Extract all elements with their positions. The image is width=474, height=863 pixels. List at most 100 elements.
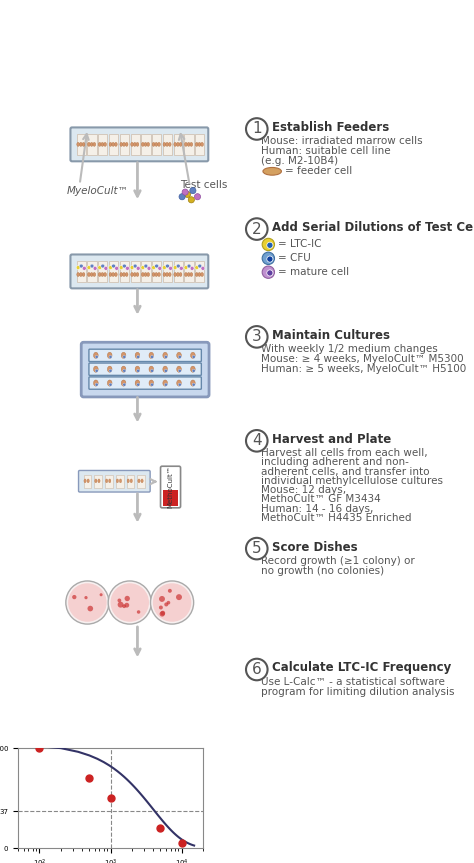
Bar	[130, 261, 140, 282]
Ellipse shape	[127, 479, 129, 482]
Text: (e.g. M2-10B4): (e.g. M2-10B4)	[261, 156, 338, 167]
Circle shape	[176, 264, 180, 268]
Ellipse shape	[109, 142, 112, 147]
Circle shape	[267, 256, 273, 262]
Ellipse shape	[141, 142, 144, 147]
Circle shape	[101, 264, 105, 268]
Ellipse shape	[191, 366, 195, 372]
Circle shape	[190, 267, 194, 270]
Ellipse shape	[138, 479, 140, 482]
Circle shape	[147, 267, 151, 270]
Circle shape	[109, 356, 112, 358]
Circle shape	[262, 252, 274, 264]
Ellipse shape	[176, 273, 179, 276]
Ellipse shape	[158, 142, 160, 147]
Circle shape	[159, 596, 165, 602]
Ellipse shape	[77, 142, 80, 147]
Ellipse shape	[93, 352, 98, 358]
Ellipse shape	[116, 479, 118, 482]
Circle shape	[184, 192, 191, 198]
Circle shape	[82, 267, 86, 270]
Text: Human: 14 - 16 days,: Human: 14 - 16 days,	[261, 504, 373, 513]
Text: adherent cells, and transfer into: adherent cells, and transfer into	[261, 467, 429, 476]
Text: MyeloCult™: MyeloCult™	[66, 186, 128, 196]
Circle shape	[155, 264, 159, 268]
Ellipse shape	[152, 273, 155, 276]
Ellipse shape	[136, 142, 139, 147]
FancyBboxPatch shape	[71, 255, 208, 288]
Ellipse shape	[99, 273, 101, 276]
Ellipse shape	[123, 273, 125, 276]
Ellipse shape	[93, 380, 98, 386]
Ellipse shape	[163, 352, 167, 358]
Circle shape	[122, 604, 126, 608]
Circle shape	[262, 238, 274, 250]
Ellipse shape	[174, 142, 176, 147]
Ellipse shape	[149, 380, 154, 386]
Circle shape	[160, 611, 165, 616]
Ellipse shape	[115, 142, 117, 147]
Circle shape	[246, 218, 267, 240]
Text: Human: ≥ 5 weeks, MyeloCult™ H5100: Human: ≥ 5 weeks, MyeloCult™ H5100	[261, 364, 466, 375]
Circle shape	[93, 267, 97, 270]
Circle shape	[141, 266, 145, 269]
Bar	[173, 134, 183, 155]
Text: Establish Feeders: Establish Feeders	[272, 121, 390, 134]
Bar	[77, 261, 86, 282]
Ellipse shape	[108, 366, 112, 372]
Text: Mouse: ≥ 4 weeks, MyeloCult™ M5300: Mouse: ≥ 4 weeks, MyeloCult™ M5300	[261, 354, 463, 364]
Ellipse shape	[179, 142, 182, 147]
Bar	[163, 490, 178, 506]
Text: MethoCult™ GF M3434: MethoCult™ GF M3434	[261, 494, 380, 504]
Ellipse shape	[82, 142, 85, 147]
Ellipse shape	[87, 479, 89, 482]
Ellipse shape	[80, 142, 82, 147]
Text: 3: 3	[252, 330, 262, 344]
Ellipse shape	[195, 142, 198, 147]
Ellipse shape	[82, 273, 85, 276]
Bar	[77, 134, 86, 155]
Ellipse shape	[131, 273, 133, 276]
Ellipse shape	[108, 352, 112, 358]
Ellipse shape	[135, 380, 140, 386]
Ellipse shape	[123, 142, 125, 147]
Ellipse shape	[106, 479, 108, 482]
Ellipse shape	[155, 142, 158, 147]
FancyBboxPatch shape	[89, 377, 201, 389]
Text: 4: 4	[252, 433, 262, 448]
Circle shape	[246, 430, 267, 451]
Circle shape	[87, 266, 91, 269]
Ellipse shape	[168, 273, 171, 276]
Circle shape	[151, 383, 154, 386]
Circle shape	[195, 266, 199, 269]
Ellipse shape	[190, 142, 193, 147]
Bar	[152, 261, 161, 282]
Circle shape	[123, 356, 126, 358]
Circle shape	[137, 369, 140, 372]
Ellipse shape	[120, 273, 123, 276]
Circle shape	[246, 538, 267, 559]
Ellipse shape	[84, 479, 86, 482]
Ellipse shape	[163, 380, 167, 386]
Text: Mouse: irradiated marrow cells: Mouse: irradiated marrow cells	[261, 136, 422, 147]
Ellipse shape	[93, 142, 96, 147]
Ellipse shape	[155, 273, 158, 276]
Text: no growth (no colonies): no growth (no colonies)	[261, 566, 384, 576]
Circle shape	[173, 266, 177, 269]
Circle shape	[164, 356, 167, 358]
Ellipse shape	[90, 273, 93, 276]
Text: 6: 6	[252, 662, 262, 677]
Ellipse shape	[88, 142, 90, 147]
Circle shape	[184, 266, 188, 269]
Circle shape	[158, 267, 162, 270]
Text: With weekly 1/2 medium changes: With weekly 1/2 medium changes	[261, 344, 438, 354]
Text: 5: 5	[252, 541, 262, 556]
Ellipse shape	[187, 142, 190, 147]
Circle shape	[164, 369, 167, 372]
Bar	[130, 134, 140, 155]
Text: = mature cell: = mature cell	[278, 268, 349, 277]
Bar	[184, 261, 194, 282]
Circle shape	[137, 383, 140, 386]
Circle shape	[165, 264, 169, 268]
Ellipse shape	[195, 273, 198, 276]
